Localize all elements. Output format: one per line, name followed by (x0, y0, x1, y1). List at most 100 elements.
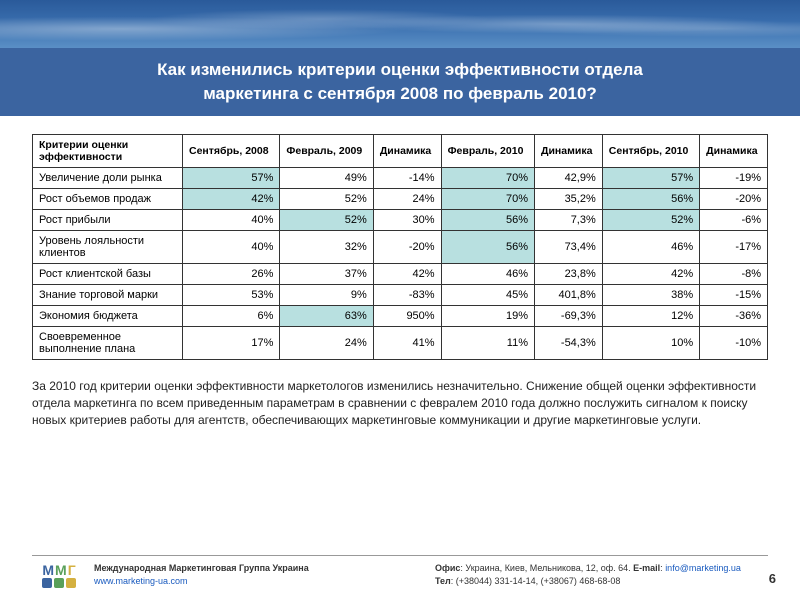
table-cell: 73,4% (535, 230, 603, 263)
description-text: За 2010 год критерии оценки эффективност… (32, 378, 768, 430)
table-cell: 26% (183, 263, 280, 284)
footer-tel: : (+38044) 331-14-14, (+38067) 468-68-08 (451, 576, 621, 586)
row-label: Экономия бюджета (33, 305, 183, 326)
column-header: Динамика (535, 134, 603, 167)
footer-org: Международная Маркетинговая Группа Украи… (94, 563, 309, 573)
table-cell: -19% (700, 167, 768, 188)
table-cell: 70% (441, 167, 534, 188)
logo: ММГ (32, 562, 86, 588)
table-row: Рост прибыли40%52%30%56%7,3%52%-6% (33, 209, 768, 230)
footer-email-label: E-mail (633, 563, 660, 573)
table-cell: 11% (441, 326, 534, 359)
table-cell: 63% (280, 305, 373, 326)
table-cell: 35,2% (535, 188, 603, 209)
table-cell: 53% (183, 284, 280, 305)
table-row: Увеличение доли рынка57%49%-14%70%42,9%5… (33, 167, 768, 188)
header-banner (0, 0, 800, 48)
table-cell: 24% (280, 326, 373, 359)
table-cell: 6% (183, 305, 280, 326)
footer-site-link[interactable]: www.marketing-ua.com (94, 576, 188, 586)
table-cell: 32% (280, 230, 373, 263)
row-label: Уровень лояльности клиентов (33, 230, 183, 263)
table-cell: -54,3% (535, 326, 603, 359)
table-row: Своевременное выполнение плана17%24%41%1… (33, 326, 768, 359)
row-label: Знание торговой марки (33, 284, 183, 305)
table-cell: -8% (700, 263, 768, 284)
table-cell: -15% (700, 284, 768, 305)
table-cell: 56% (602, 188, 699, 209)
data-table: Критерии оценки эффективностиСентябрь, 2… (32, 134, 768, 360)
table-cell: 42% (183, 188, 280, 209)
footer-office: : Украина, Киев, Мельникова, 12, оф. 64. (460, 563, 633, 573)
table-cell: 56% (441, 209, 534, 230)
table-cell: -20% (700, 188, 768, 209)
table-cell: 52% (280, 188, 373, 209)
table-cell: 46% (602, 230, 699, 263)
table-cell: 37% (280, 263, 373, 284)
table-cell: 46% (441, 263, 534, 284)
table-cell: 52% (280, 209, 373, 230)
table-cell: -83% (373, 284, 441, 305)
table-cell: -14% (373, 167, 441, 188)
footer-office-label: Офис (435, 563, 460, 573)
column-header: Февраль, 2010 (441, 134, 534, 167)
table-cell: 401,8% (535, 284, 603, 305)
table-cell: 45% (441, 284, 534, 305)
table-cell: -36% (700, 305, 768, 326)
table-cell: 42% (602, 263, 699, 284)
table-row: Экономия бюджета6%63%950%19%-69,3%12%-36… (33, 305, 768, 326)
table-cell: 42% (373, 263, 441, 284)
row-label: Увеличение доли рынка (33, 167, 183, 188)
table-row: Знание торговой марки53%9%-83%45%401,8%3… (33, 284, 768, 305)
column-header: Сентябрь, 2008 (183, 134, 280, 167)
column-header: Сентябрь, 2010 (602, 134, 699, 167)
table-cell: -20% (373, 230, 441, 263)
table-row: Рост клиентской базы26%37%42%46%23,8%42%… (33, 263, 768, 284)
table-cell: 56% (441, 230, 534, 263)
footer-contact-col: Офис: Украина, Киев, Мельникова, 12, оф.… (427, 562, 768, 587)
table-cell: 41% (373, 326, 441, 359)
row-label: Рост объемов продаж (33, 188, 183, 209)
table-cell: -10% (700, 326, 768, 359)
table-cell: 42,9% (535, 167, 603, 188)
footer-org-col: Международная Маркетинговая Группа Украи… (86, 562, 427, 587)
table-cell: -17% (700, 230, 768, 263)
table-cell: -6% (700, 209, 768, 230)
column-header: Динамика (700, 134, 768, 167)
table-cell: 12% (602, 305, 699, 326)
table-cell: 70% (441, 188, 534, 209)
column-header: Критерии оценки эффективности (33, 134, 183, 167)
table-cell: 10% (602, 326, 699, 359)
slide-title: Как изменились критерии оценки эффективн… (0, 48, 800, 116)
content-area: Критерии оценки эффективностиСентябрь, 2… (0, 116, 800, 430)
table-cell: 30% (373, 209, 441, 230)
table-cell: 57% (602, 167, 699, 188)
table-row: Рост объемов продаж42%52%24%70%35,2%56%-… (33, 188, 768, 209)
table-cell: 24% (373, 188, 441, 209)
table-cell: 40% (183, 209, 280, 230)
footer-email-link[interactable]: info@marketing.ua (665, 563, 741, 573)
row-label: Рост прибыли (33, 209, 183, 230)
table-cell: 23,8% (535, 263, 603, 284)
table-cell: 17% (183, 326, 280, 359)
row-label: Своевременное выполнение плана (33, 326, 183, 359)
column-header: Динамика (373, 134, 441, 167)
table-row: Уровень лояльности клиентов40%32%-20%56%… (33, 230, 768, 263)
table-cell: 40% (183, 230, 280, 263)
table-cell: 38% (602, 284, 699, 305)
title-line-2: маркетинга с сентября 2008 по февраль 20… (203, 84, 597, 103)
column-header: Февраль, 2009 (280, 134, 373, 167)
table-cell: -69,3% (535, 305, 603, 326)
row-label: Рост клиентской базы (33, 263, 183, 284)
page-number: 6 (769, 571, 776, 586)
table-cell: 19% (441, 305, 534, 326)
table-cell: 950% (373, 305, 441, 326)
table-cell: 49% (280, 167, 373, 188)
table-cell: 7,3% (535, 209, 603, 230)
table-cell: 52% (602, 209, 699, 230)
title-line-1: Как изменились критерии оценки эффективн… (157, 60, 643, 79)
footer-tel-label: Тел (435, 576, 451, 586)
footer: ММГ Международная Маркетинговая Группа У… (32, 555, 768, 588)
table-cell: 57% (183, 167, 280, 188)
table-cell: 9% (280, 284, 373, 305)
